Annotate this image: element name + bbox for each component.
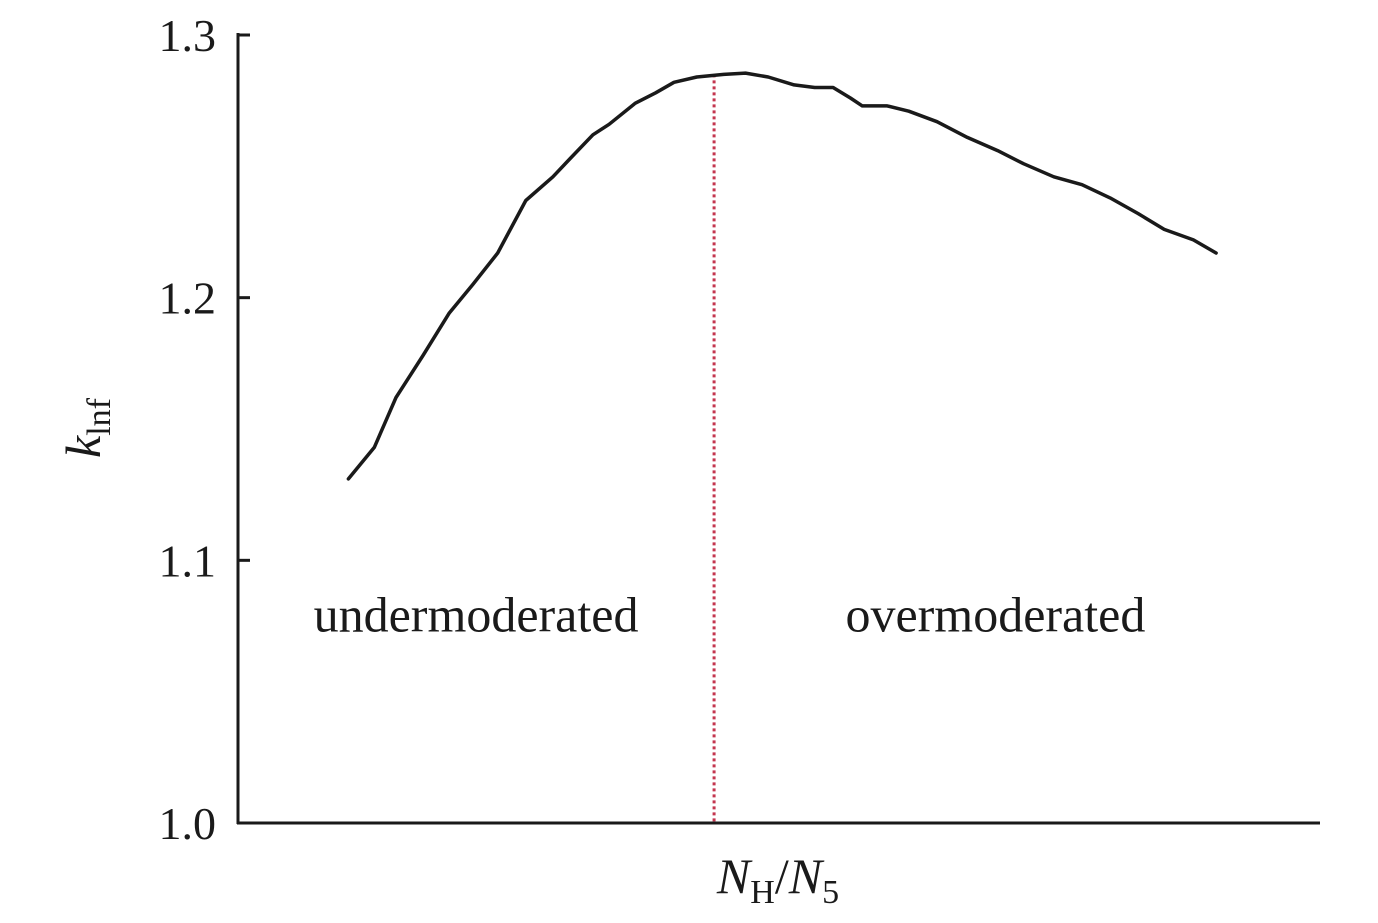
x-axis-title-main2: N (788, 848, 825, 904)
annotation-label: undermoderated (314, 586, 639, 642)
y-ticks: 1.0 1.1 1.2 1.3 (159, 10, 250, 849)
y-axis-title: klnf (55, 397, 118, 458)
y-tick-label: 1.2 (159, 273, 217, 324)
series-line (346, 71, 1218, 481)
y-tick-label: 1.0 (159, 798, 217, 849)
x-axis-title-sub1: H (750, 874, 775, 911)
annotation-label: overmoderated (845, 586, 1145, 642)
axes (236, 33, 1320, 825)
y-tick-label: 1.1 (159, 535, 217, 586)
x-axis-title-sub2: 5 (822, 874, 839, 911)
y-axis-title-main: k (55, 435, 111, 458)
y-axis-title-sub: lnf (81, 397, 118, 435)
y-tick-label: 1.3 (159, 10, 217, 61)
annotations: undermoderated overmoderated (314, 586, 1146, 642)
x-axis-title-main: N (716, 848, 753, 904)
x-axis-title-sep: / (775, 848, 789, 904)
x-axis-title: NH/N5 (716, 848, 839, 911)
